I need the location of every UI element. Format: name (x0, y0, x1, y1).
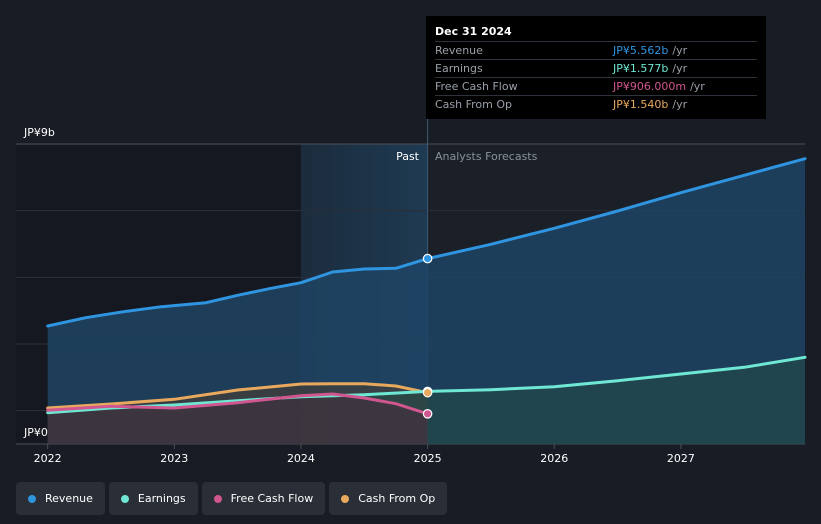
x-tick-label-2022: 2022 (34, 452, 62, 465)
x-tick-label-2023: 2023 (160, 452, 188, 465)
cash-from-op-line (46, 382, 430, 410)
tooltip-unit: /yr (672, 98, 688, 111)
y-axis-max-label: JP¥9b (23, 126, 55, 139)
cash-from-op-marker (422, 387, 433, 398)
tooltip-value: JP¥1.540b (613, 98, 669, 111)
tooltip-value: JP¥906.000m (613, 80, 687, 93)
x-tick-label-2025: 2025 (414, 452, 442, 465)
tooltip-label: Revenue (435, 44, 483, 57)
tooltip-unit: /yr (672, 62, 688, 75)
legend-label: Cash From Op (358, 492, 436, 505)
tooltip-unit: /yr (672, 44, 688, 57)
tooltip-unit: /yr (690, 80, 705, 93)
tooltip-row-earnings: Earnings JP¥1.577b /yr (435, 59, 757, 77)
forecast-label: Analysts Forecasts (435, 150, 538, 163)
revenue-area (47, 158, 805, 444)
tooltip-row-cash-from-op: Cash From Op JP¥1.540b /yr (435, 95, 757, 113)
legend-item-earnings[interactable]: Earnings (108, 482, 198, 515)
tooltip-row-free-cash-flow: Free Cash Flow JP¥906.000m /yr (435, 77, 757, 95)
legend-label: Revenue (45, 492, 93, 505)
tooltip-label: Earnings (435, 62, 483, 75)
revenue-marker (422, 253, 433, 264)
legend-label: Free Cash Flow (230, 492, 314, 505)
legend-dot-icon (213, 494, 222, 503)
legend-label: Earnings (137, 492, 186, 505)
free-cash-flow-marker (422, 408, 433, 419)
tooltip-row-revenue: Revenue JP¥5.562b /yr (435, 41, 757, 59)
tooltip-value: JP¥5.562b (613, 44, 669, 57)
legend-dot-icon (120, 494, 129, 503)
y-axis-min-label: JP¥0 (23, 426, 48, 439)
legend-dot-icon (341, 494, 350, 503)
tooltip: Dec 31 2024 Revenue JP¥5.562b /yr Earnin… (426, 16, 766, 119)
revenue-line (46, 157, 807, 328)
tooltip-label: Free Cash Flow (435, 80, 518, 93)
legend-item-cash-from-op[interactable]: Cash From Op (329, 482, 448, 515)
x-tick-label-2027: 2027 (667, 452, 695, 465)
legend-item-revenue[interactable]: Revenue (16, 482, 105, 515)
tooltip-date: Dec 31 2024 (435, 25, 512, 38)
past-label: Past (396, 150, 420, 163)
legend: Revenue Earnings Free Cash Flow Cash Fro… (16, 482, 448, 515)
legend-dot-icon (28, 494, 36, 503)
free-cash-flow-line (46, 392, 430, 416)
x-tick-label-2024: 2024 (287, 452, 315, 465)
x-tick-label-2026: 2026 (540, 452, 568, 465)
free-cash-flow-area (47, 394, 428, 444)
tooltip-label: Cash From Op (435, 98, 513, 111)
tooltip-value: JP¥1.577b (613, 62, 669, 75)
legend-item-free-cash-flow[interactable]: Free Cash Flow (201, 482, 326, 515)
